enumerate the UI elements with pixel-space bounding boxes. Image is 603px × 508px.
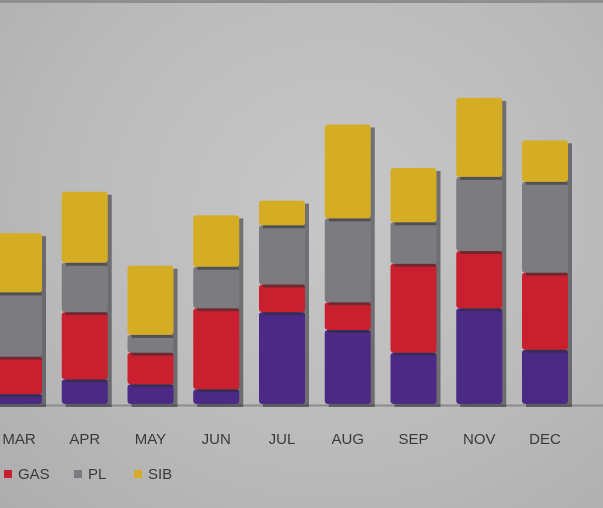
bar-segment-aug-pl xyxy=(324,218,371,303)
bar-segment-jul-sib xyxy=(259,200,305,226)
x-tick-label: APR xyxy=(69,431,100,448)
bar-segment-jun-base xyxy=(193,389,240,404)
bar-segment-nov-sib xyxy=(456,97,503,177)
x-tick-label: AUG xyxy=(331,431,364,448)
bar-segment-mar-gas xyxy=(0,356,42,395)
bar-segment-aug-sib xyxy=(324,124,371,219)
stacked-bar-chart: MAR APR MAY JUN JUL AUG SEP NOV DEC GAS PL SIB xyxy=(0,97,603,483)
bar-segment-jun-gas xyxy=(193,308,240,390)
bar-segment-jun-sib xyxy=(193,215,240,267)
bar-segment-nov-pl xyxy=(456,176,503,251)
bar-segment-jul-gas xyxy=(259,284,305,313)
bar-segment-dec-base xyxy=(522,349,568,404)
x-tick-label: NOV xyxy=(463,431,496,448)
x-tick-label: JUL xyxy=(269,431,296,448)
x-tick-label: DEC xyxy=(529,431,561,448)
bar-segment-apr-sib xyxy=(61,191,108,263)
bar-segment-apr-pl xyxy=(61,262,108,313)
bar-segment-mar-pl xyxy=(0,292,42,357)
bar-segment-dec-gas xyxy=(522,272,568,350)
bar-segment-may-gas xyxy=(127,352,174,385)
legend-swatch-sib xyxy=(134,470,142,478)
bar-segment-dec-sib xyxy=(522,140,568,182)
x-tick-label: MAR xyxy=(2,431,36,448)
legend-label-pl: PL xyxy=(88,466,106,483)
bar-segment-nov-base xyxy=(456,308,503,404)
bar-segment-mar-sib xyxy=(0,233,42,293)
bar-segment-sep-base xyxy=(390,352,437,404)
bar-segment-nov-gas xyxy=(456,250,503,309)
bar-segment-apr-gas xyxy=(61,312,108,380)
bar-segment-sep-gas xyxy=(390,263,437,353)
bar-segment-may-sib xyxy=(127,265,174,335)
bar-segment-jul-pl xyxy=(259,225,305,285)
bar-segment-sep-sib xyxy=(390,167,437,223)
bar-segment-may-base xyxy=(127,384,174,404)
legend-swatch-pl xyxy=(74,470,82,478)
x-tick-label: MAY xyxy=(135,431,166,448)
bar-segment-jul-base xyxy=(259,312,305,404)
bar-segment-apr-base xyxy=(61,379,108,404)
x-tick-label: JUN xyxy=(202,431,231,448)
bar-segment-dec-pl xyxy=(522,181,568,273)
legend-label-gas: GAS xyxy=(18,466,50,483)
bar-segment-aug-base xyxy=(324,329,371,404)
x-tick-label: SEP xyxy=(398,431,428,448)
bar-segment-jun-pl xyxy=(193,266,240,309)
bar-segment-may-pl xyxy=(127,334,174,353)
legend-label-sib: SIB xyxy=(148,466,172,483)
bar-segment-sep-pl xyxy=(390,222,437,264)
bar-segment-aug-gas xyxy=(324,302,371,330)
legend-swatch-gas xyxy=(4,470,12,478)
